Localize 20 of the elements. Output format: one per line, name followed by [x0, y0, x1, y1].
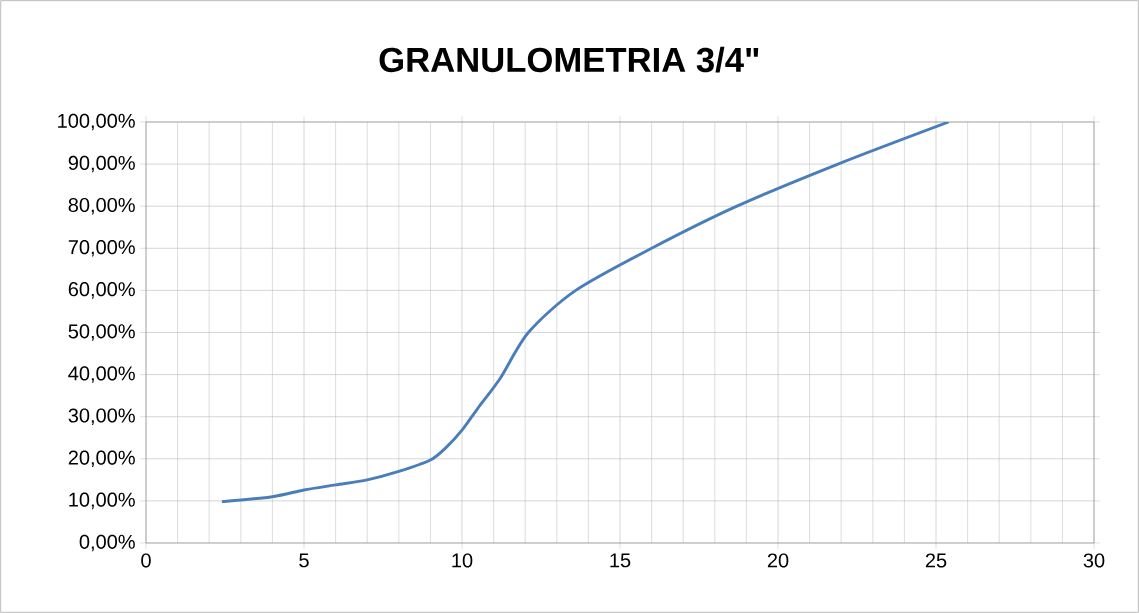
x-tick-label: 15 [610, 553, 631, 568]
y-tick-label: 30,00% [68, 408, 135, 425]
y-tick-label: 100,00% [58, 113, 135, 131]
y-tick-label: 90,00% [68, 155, 135, 173]
y-tick-label: 10,00% [69, 492, 135, 510]
y-tick-label: 20,00% [68, 450, 135, 468]
chart-title: GRANULOMETRIA 3/4" [379, 46, 759, 73]
y-tick-label: 40,00% [68, 366, 135, 383]
y-tick-label: 70,00% [68, 240, 135, 257]
line-series [220, 121, 951, 504]
y-tick-label: 60,00% [68, 282, 135, 299]
x-tick-label: 10 [452, 553, 473, 568]
y-tick-label: 50,00% [68, 324, 135, 341]
x-tick-label: 5 [299, 553, 309, 568]
y-tick-label: 80,00% [68, 197, 135, 215]
x-tick-label: 25 [925, 553, 947, 568]
x-tick-label: 0 [141, 553, 151, 568]
x-tick-label: 30 [1083, 553, 1105, 568]
y-tick-label: 0,00% [79, 534, 135, 552]
x-tick-label: 20 [767, 553, 789, 568]
